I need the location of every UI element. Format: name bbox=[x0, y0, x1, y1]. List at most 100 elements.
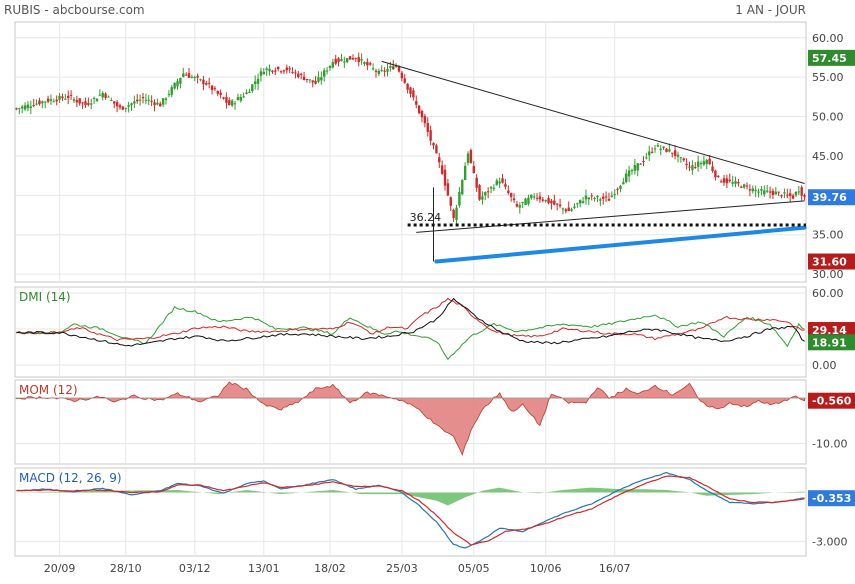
candle-body bbox=[648, 151, 651, 156]
dmi-minus-badge bbox=[808, 322, 855, 339]
candle-body bbox=[104, 93, 107, 98]
candle-body bbox=[561, 208, 565, 210]
last-price-badge-label: 39.76 bbox=[812, 191, 847, 204]
candle-body bbox=[466, 153, 470, 163]
candle-body bbox=[357, 57, 360, 63]
candle-body bbox=[668, 149, 671, 152]
candle-body bbox=[633, 165, 637, 171]
candle-body bbox=[259, 71, 263, 76]
candle-body bbox=[515, 203, 519, 207]
candle-body bbox=[671, 152, 674, 154]
candle-body bbox=[532, 196, 536, 198]
candle-body bbox=[412, 90, 415, 98]
candle-body bbox=[225, 97, 228, 103]
candle-body bbox=[167, 93, 171, 95]
candle-body bbox=[64, 98, 67, 100]
candle-body bbox=[363, 62, 366, 65]
candle-body bbox=[498, 181, 501, 184]
candle-body bbox=[118, 105, 122, 108]
y-tick-label: -10.00 bbox=[812, 438, 847, 451]
momentum-area bbox=[15, 381, 806, 456]
candle-body bbox=[717, 175, 720, 177]
candle-body bbox=[159, 103, 162, 107]
candle-body bbox=[279, 71, 283, 73]
candle-body bbox=[81, 102, 84, 104]
candle-body bbox=[734, 181, 737, 184]
candle-body bbox=[334, 58, 337, 64]
dmi-plus-badge-label: 18.91 bbox=[812, 336, 847, 349]
candle-body bbox=[176, 81, 179, 87]
candle-body bbox=[702, 161, 706, 165]
candle-body bbox=[182, 73, 185, 77]
candle-body bbox=[276, 66, 280, 70]
candle-body bbox=[144, 99, 148, 101]
candle-body bbox=[665, 148, 668, 153]
candle-body bbox=[138, 99, 142, 101]
candle-body bbox=[771, 190, 775, 196]
candle-body bbox=[84, 101, 87, 105]
candle-body bbox=[161, 98, 165, 105]
candle-body bbox=[524, 198, 527, 205]
candle-body bbox=[530, 194, 533, 198]
candle-body bbox=[130, 103, 133, 106]
candle-body bbox=[271, 70, 274, 72]
trendline bbox=[416, 200, 805, 233]
candle-body bbox=[570, 209, 573, 211]
macd-signal-line bbox=[16, 475, 805, 546]
candle-body bbox=[797, 191, 801, 193]
candle-body bbox=[610, 195, 614, 197]
candle-body bbox=[274, 70, 277, 72]
x-tick-label: 25/03 bbox=[386, 562, 418, 575]
x-tick-label: 05/05 bbox=[458, 562, 490, 575]
candle-body bbox=[320, 77, 323, 81]
candle-body bbox=[584, 195, 588, 200]
candles bbox=[15, 52, 806, 226]
candle-body bbox=[127, 105, 130, 107]
candle-body bbox=[156, 102, 159, 105]
candle-body bbox=[420, 110, 424, 118]
candle-body bbox=[245, 92, 248, 94]
candle-body bbox=[285, 67, 289, 71]
dmi-title: DMI (14) bbox=[19, 290, 71, 304]
candle-body bbox=[630, 170, 634, 172]
candle-body bbox=[87, 103, 90, 105]
macd-badge-label: -0.353 bbox=[812, 492, 851, 505]
candle-body bbox=[354, 58, 358, 60]
candle-body bbox=[107, 96, 110, 98]
momentum-badge bbox=[808, 392, 855, 409]
candle-body bbox=[737, 182, 740, 184]
x-tick-label: 16/07 bbox=[599, 562, 631, 575]
candle-body bbox=[251, 84, 254, 92]
candle-body bbox=[486, 191, 490, 193]
candle-body bbox=[417, 105, 421, 114]
candle-body bbox=[780, 195, 783, 197]
macd-histogram bbox=[16, 487, 805, 506]
candle-body bbox=[141, 97, 145, 99]
candle-body bbox=[521, 201, 524, 203]
x-tick-label: 18/02 bbox=[314, 562, 346, 575]
candle-body bbox=[360, 58, 363, 61]
candle-body bbox=[268, 68, 271, 72]
candle-body bbox=[18, 108, 21, 110]
candle-body bbox=[501, 178, 504, 183]
candle-body bbox=[403, 78, 406, 83]
candle-body bbox=[768, 191, 772, 193]
candle-body bbox=[207, 82, 211, 84]
candle-body bbox=[302, 76, 306, 80]
candle-body bbox=[115, 102, 119, 107]
candle-body bbox=[553, 200, 556, 205]
candle-body bbox=[435, 145, 438, 154]
candle-body bbox=[199, 79, 202, 81]
momentum-badge-label: -0.560 bbox=[812, 395, 852, 408]
candle-body bbox=[509, 193, 513, 197]
candle-body bbox=[777, 191, 780, 193]
candle-body bbox=[110, 100, 113, 102]
candle-body bbox=[202, 79, 205, 85]
candle-body bbox=[136, 99, 139, 102]
candle-body bbox=[786, 194, 789, 196]
candle-body bbox=[380, 70, 383, 72]
candle-body bbox=[20, 106, 24, 109]
candle-body bbox=[625, 173, 628, 183]
candle-body bbox=[400, 72, 404, 79]
candle-body bbox=[708, 158, 711, 165]
